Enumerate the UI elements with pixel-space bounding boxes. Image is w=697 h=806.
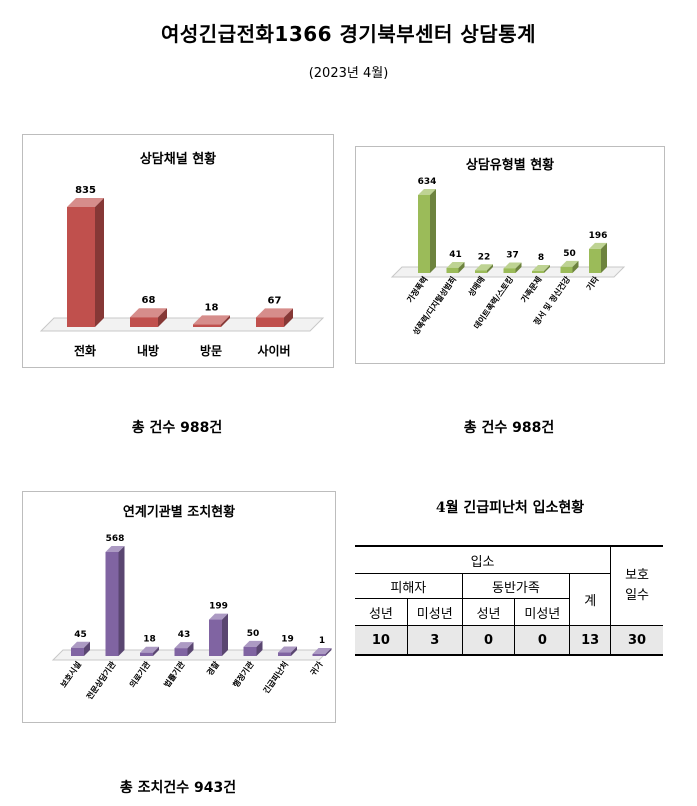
chart-data-label: 43 bbox=[178, 630, 191, 640]
chart-category-label: 긴급피난처 bbox=[261, 659, 290, 695]
chart-bar bbox=[560, 260, 579, 273]
chart-category-label: 법률기관 bbox=[162, 659, 187, 689]
chart-bar bbox=[193, 315, 230, 327]
chart-category-label: 사이버 bbox=[257, 343, 290, 358]
chart-referral-total: 총 조치건수 943건 bbox=[119, 780, 237, 796]
chart-bar bbox=[278, 646, 297, 656]
header-companion: 동반가족 bbox=[461, 573, 571, 599]
chart-bar bbox=[503, 262, 522, 273]
chart-title: 상담채널 현황 bbox=[140, 151, 216, 167]
chart-data-label: 68 bbox=[142, 295, 156, 306]
chart-data-label: 50 bbox=[563, 249, 576, 259]
chart-data-label: 18 bbox=[205, 302, 219, 313]
chart-floor bbox=[39, 317, 325, 332]
chart-data-label: 45 bbox=[74, 630, 87, 640]
chart-data-label: 19 bbox=[281, 635, 294, 645]
chart-data-label: 41 bbox=[449, 250, 462, 260]
chart-data-label: 67 bbox=[268, 295, 282, 306]
chart-category-label: 전화 bbox=[74, 343, 96, 358]
header-victim-adult: 성년 bbox=[355, 598, 408, 626]
chart-panel-channel: 상담채널 현황 835 전화 68 내방 18 방문 67 사이버 bbox=[22, 134, 334, 368]
chart-title: 연계기관별 조치현황 bbox=[123, 504, 235, 520]
chart-category-label: 보호시설 bbox=[58, 659, 83, 689]
chart-data-label: 568 bbox=[106, 534, 125, 544]
chart-data-label: 22 bbox=[478, 252, 491, 262]
page-title: 여성긴급전화1366 경기북부센터 상담통계 bbox=[161, 22, 536, 46]
value-victim-adult: 10 bbox=[355, 625, 408, 656]
value-companion-adult: 0 bbox=[461, 625, 516, 656]
chart-category-label: 내방 bbox=[137, 343, 159, 358]
header-victim-minor: 미성년 bbox=[406, 598, 463, 626]
chart-type: 상담유형별 현황634가정폭력41성폭력/디지털성범죄22성매매37데이트폭력/… bbox=[390, 157, 626, 337]
page-subtitle: (2023년 4월) bbox=[308, 66, 389, 81]
chart-bar bbox=[105, 546, 125, 656]
chart-bar bbox=[130, 308, 167, 327]
chart-bar bbox=[312, 648, 332, 656]
chart-category-label: 경찰 bbox=[204, 659, 221, 677]
chart-bar bbox=[532, 265, 550, 273]
value-protection-days: 30 bbox=[610, 625, 663, 656]
chart-data-label: 8 bbox=[538, 253, 544, 263]
chart-data-label: 50 bbox=[247, 629, 260, 639]
chart-panel-type: 상담유형별 현황 634 가정폭력 41 성폭력/디지털성범죄 22 성매매 37 데이트폭력/… bbox=[355, 146, 665, 364]
chart-type-total: 총 건수 988건 bbox=[463, 420, 555, 436]
chart-bar bbox=[446, 261, 465, 273]
chart-bar bbox=[71, 641, 90, 656]
chart-category-label: 전문상담기관 bbox=[84, 659, 118, 701]
chart-bar bbox=[256, 308, 293, 327]
chart-bar bbox=[174, 642, 194, 656]
header-total: 계 bbox=[569, 573, 612, 626]
chart-data-label: 199 bbox=[209, 602, 228, 612]
shelter-table: 입소 보호 일수 피해자 동반가족 계 성년 미성년 성년 미성년 10 3 0… bbox=[355, 545, 663, 656]
chart-category-label: 방문 bbox=[200, 343, 222, 358]
chart-data-label: 835 bbox=[75, 185, 96, 196]
chart-bar bbox=[418, 189, 436, 273]
value-total: 13 bbox=[569, 625, 612, 656]
chart-category-label: 행정기관 bbox=[231, 659, 256, 689]
chart-referral: 연계기관별 조치현황 45 보호시설 568 전문상담기관 18 의료기관 43 법률기관 199… bbox=[51, 504, 332, 701]
chart-category-label: 가족문제 bbox=[519, 274, 544, 304]
chart-data-label: 37 bbox=[506, 250, 519, 260]
chart-bar bbox=[475, 264, 493, 273]
chart-channel: 상담채널 현황 835 전화 68 내방 18 방문 67 사이버 bbox=[39, 151, 325, 358]
header-companion-adult: 성년 bbox=[461, 598, 516, 626]
chart-bar bbox=[209, 613, 228, 656]
header-admission: 입소 bbox=[355, 545, 612, 574]
chart-bar bbox=[243, 640, 263, 656]
value-victim-minor: 3 bbox=[406, 625, 463, 656]
chart-bar bbox=[589, 242, 607, 273]
shelter-table-title: 4월 긴급피난처 입소현황 bbox=[435, 500, 585, 516]
chart-category-label: 성매매 bbox=[466, 274, 487, 298]
chart-panel-referral: 연계기관별 조치현황 45 보호시설 568 전문상담기관 18 의료기관 43 법률기관 199… bbox=[22, 491, 336, 723]
chart-data-label: 1 bbox=[319, 636, 325, 646]
chart-category-label: 가정폭력 bbox=[405, 274, 430, 304]
chart-data-label: 196 bbox=[589, 231, 608, 241]
chart-channel-total: 총 건수 988건 bbox=[131, 420, 223, 436]
chart-title: 상담유형별 현황 bbox=[466, 157, 554, 173]
header-protection-days: 보호 일수 bbox=[610, 545, 663, 626]
chart-data-label: 634 bbox=[418, 177, 437, 187]
chart-data-label: 18 bbox=[143, 635, 156, 645]
header-companion-minor: 미성년 bbox=[514, 598, 571, 626]
chart-category-label: 귀가 bbox=[308, 659, 325, 677]
chart-category-label: 의료기관 bbox=[127, 659, 152, 689]
chart-bar bbox=[67, 198, 104, 327]
value-companion-minor: 0 bbox=[514, 625, 571, 656]
header-victim: 피해자 bbox=[355, 573, 463, 599]
chart-bar bbox=[140, 646, 159, 656]
